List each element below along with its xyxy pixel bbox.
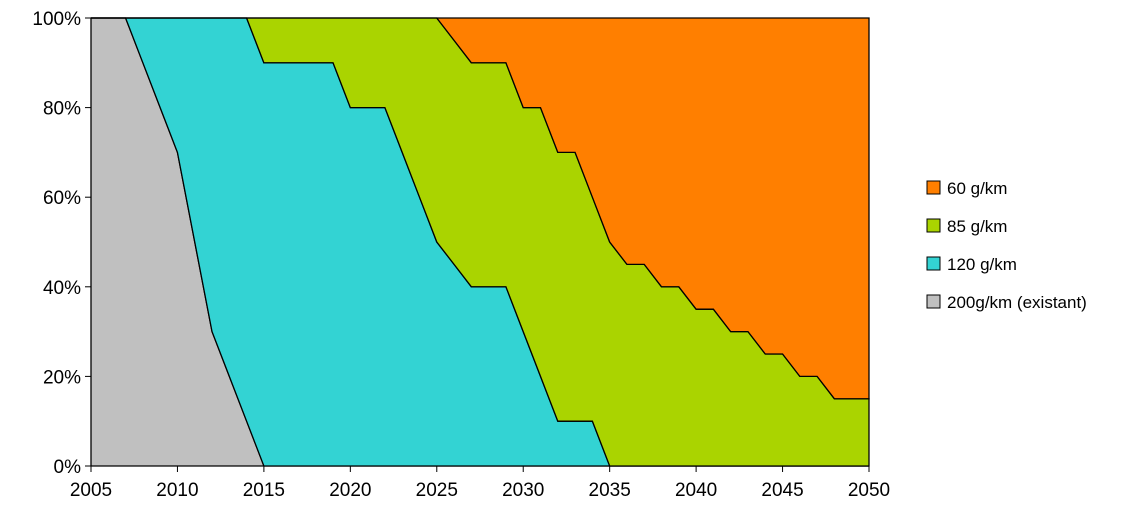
y-tick-label: 60% xyxy=(43,188,81,209)
x-tick-label: 2040 xyxy=(675,480,717,501)
x-tick-label: 2030 xyxy=(502,480,544,501)
x-axis-ticks: 2005 2010 2015 2020 2025 2030 2035 2040 2045 2050 xyxy=(70,466,890,501)
x-tick-label: 2045 xyxy=(761,480,803,501)
legend-label: 60 g/km xyxy=(947,179,1007,198)
x-tick-label: 2050 xyxy=(848,480,890,501)
legend-swatch xyxy=(926,294,941,309)
x-tick-label: 2015 xyxy=(243,480,285,501)
y-tick-label: 0% xyxy=(54,457,82,478)
area-series-60-g-km xyxy=(91,17,870,400)
legend: 60 g/km 85 g/km 120 g/km 200g/km (existant) xyxy=(926,179,1087,312)
legend-label: 85 g/km xyxy=(947,217,1007,236)
y-tick-label: 80% xyxy=(43,99,81,120)
legend-item-120-g-km: 120 g/km xyxy=(926,255,1017,274)
legend-swatch xyxy=(926,218,941,233)
y-axis-ticks: 0% 20% 40% 60% 80% 100% xyxy=(32,9,91,478)
legend-swatch xyxy=(926,180,941,195)
axes xyxy=(90,18,869,467)
legend-swatch xyxy=(926,256,941,271)
legend-item-60-g-km: 60 g/km xyxy=(926,179,1007,198)
legend-label: 120 g/km xyxy=(947,255,1017,274)
x-tick-label: 2035 xyxy=(589,480,631,501)
x-tick-label: 2025 xyxy=(416,480,458,501)
x-tick-label: 2020 xyxy=(329,480,371,501)
y-tick-label: 20% xyxy=(43,367,81,388)
y-tick-label: 100% xyxy=(32,9,81,30)
legend-label: 200g/km (existant) xyxy=(947,293,1087,312)
legend-item-85-g-km: 85 g/km xyxy=(926,217,1007,236)
plot-areas xyxy=(90,17,870,467)
legend-item-200g-km-existant: 200g/km (existant) xyxy=(926,293,1087,312)
x-tick-label: 2005 xyxy=(70,480,112,501)
y-tick-label: 40% xyxy=(43,278,81,299)
x-tick-label: 2010 xyxy=(156,480,198,501)
